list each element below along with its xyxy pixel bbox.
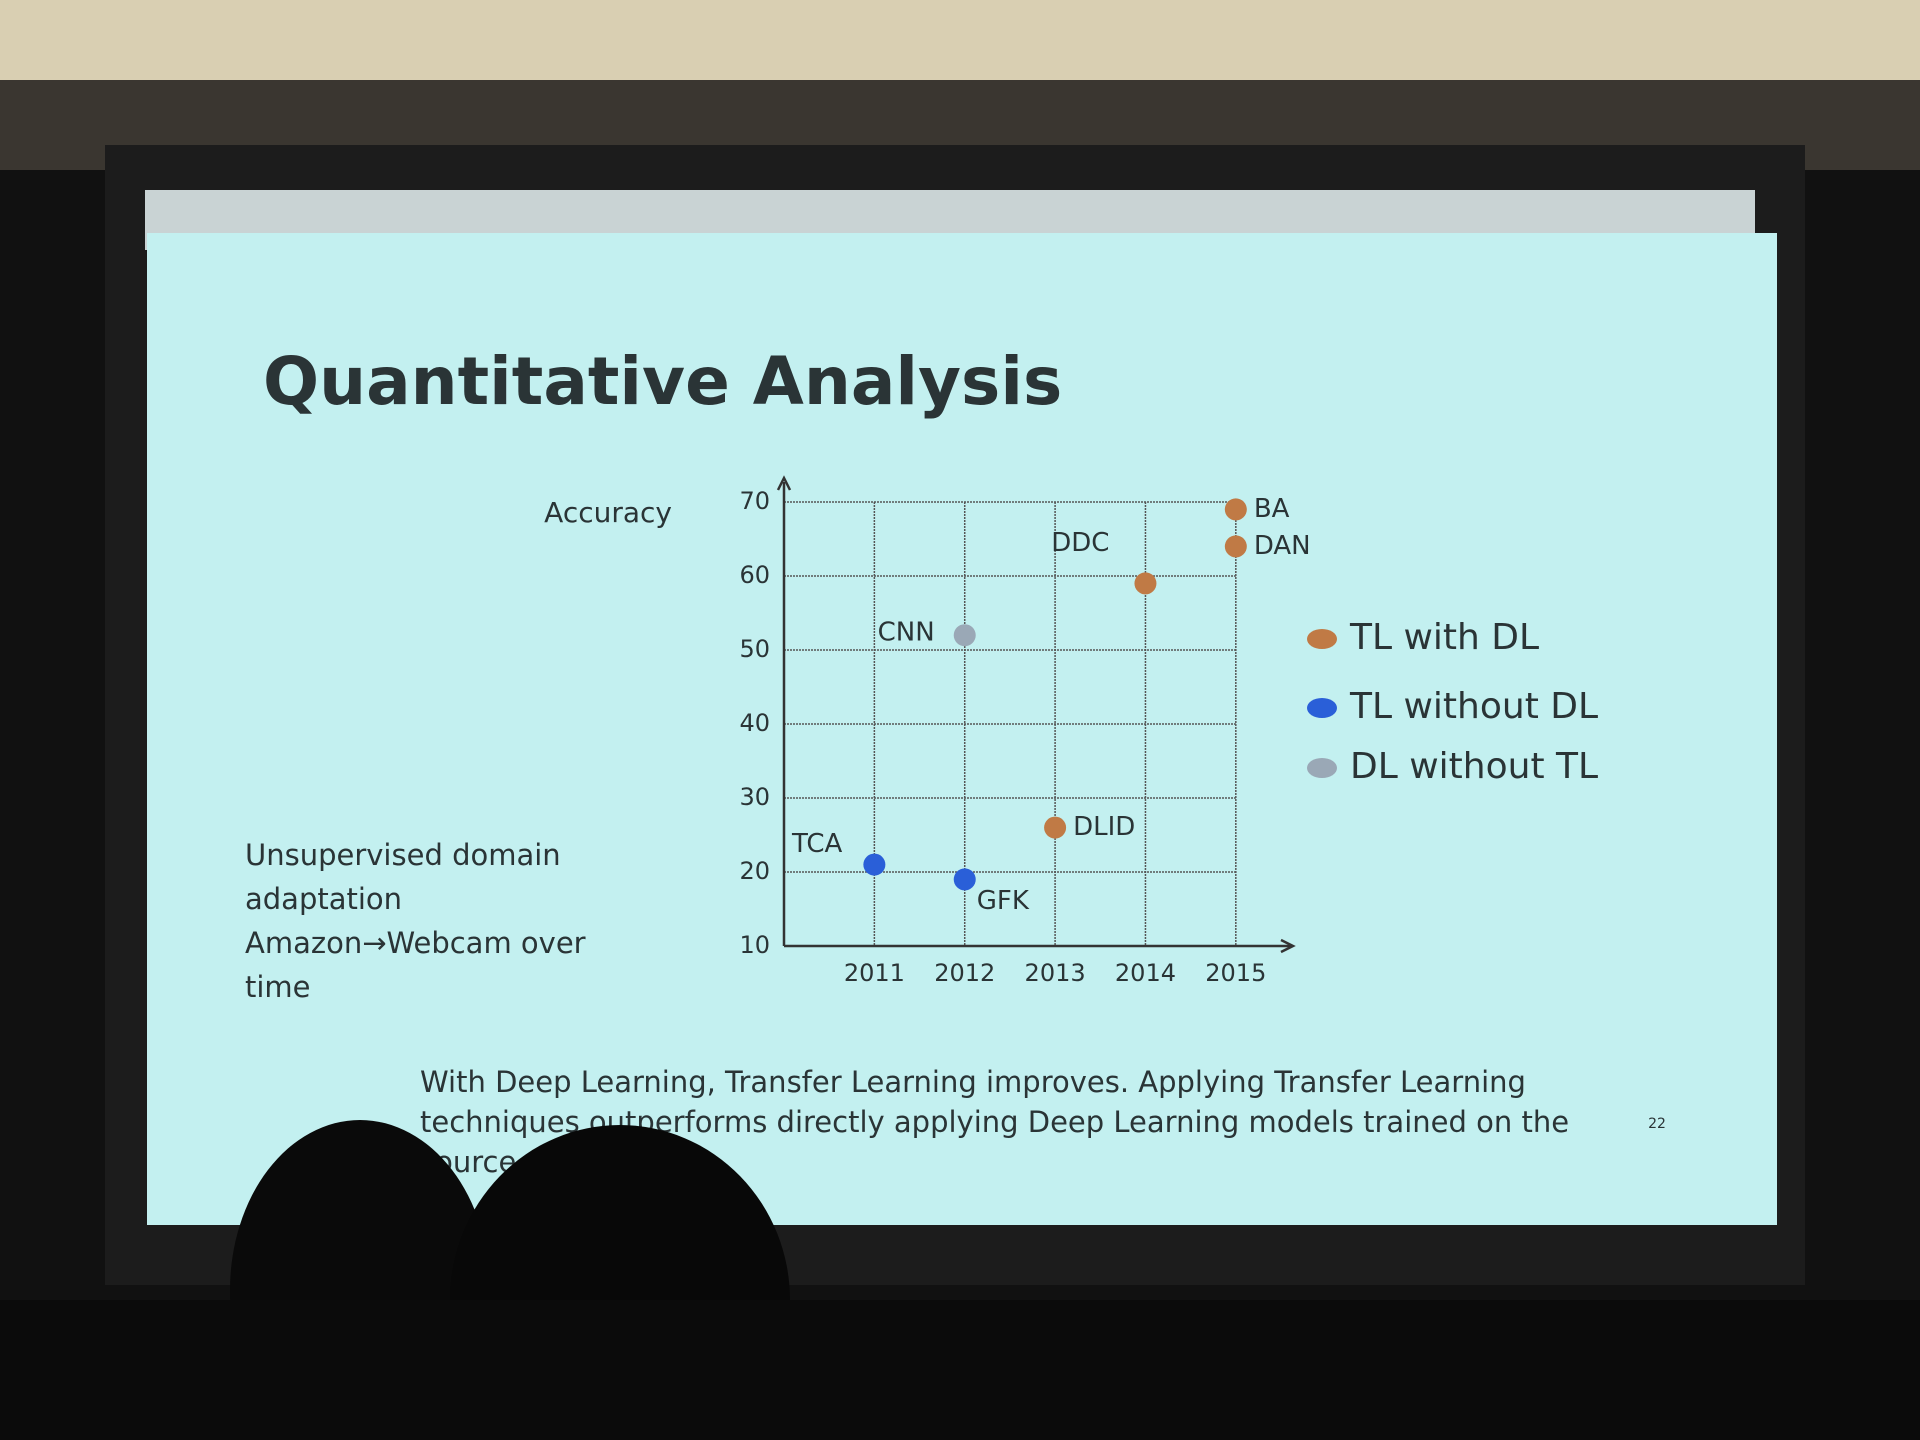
y-tick-label: 60 xyxy=(739,561,770,589)
x-tick-label: 2015 xyxy=(1205,959,1266,987)
side-note: Unsupervised domain adaptation Amazon→Webc… xyxy=(245,838,586,1004)
x-tick-label: 2014 xyxy=(1115,959,1176,987)
point xyxy=(1224,498,1247,521)
side-note-line: Amazon→Webcam over xyxy=(245,926,586,960)
point-label: DAN xyxy=(1254,531,1311,561)
y-tick-label: 20 xyxy=(739,857,770,885)
side-note-line: time xyxy=(245,970,311,1004)
legend-label: TL with DL xyxy=(1349,617,1539,658)
side-note-line: Unsupervised domain xyxy=(245,838,561,872)
page-number: 22 xyxy=(1648,1116,1666,1132)
side-note-line: adaptation xyxy=(245,882,402,916)
x-tick-label: 2011 xyxy=(844,959,905,987)
point-label: GFK xyxy=(977,886,1030,916)
x-tick-label: 2012 xyxy=(934,959,995,987)
slide-title: Quantitative Analysis xyxy=(263,343,1062,420)
ceiling xyxy=(0,0,1920,80)
point-label: DDC xyxy=(1051,528,1109,558)
legend-swatch xyxy=(1307,758,1337,778)
caption: With Deep Learning, Transfer Learning im… xyxy=(420,1065,1569,1179)
legend-swatch xyxy=(1307,629,1337,649)
slide xyxy=(147,233,1777,1225)
y-axis-label: Accuracy xyxy=(544,496,672,529)
x-tick-label: 2013 xyxy=(1025,959,1086,987)
audience xyxy=(0,1300,1920,1440)
point xyxy=(953,624,976,647)
y-tick-label: 50 xyxy=(739,635,770,663)
y-tick-label: 40 xyxy=(739,709,770,737)
point xyxy=(1044,816,1067,839)
point-label: TCA xyxy=(791,829,843,859)
y-tick-label: 30 xyxy=(739,783,770,811)
y-tick-label: 10 xyxy=(739,931,770,959)
point xyxy=(1134,572,1157,595)
point-label: BA xyxy=(1254,494,1290,524)
point-label: DLID xyxy=(1073,812,1135,842)
y-tick-label: 70 xyxy=(739,487,770,515)
point xyxy=(953,868,976,891)
chart: 10 20 30 40 50 60 70 2011 2012 2013 2014 2015 DLID DD… xyxy=(739,475,1598,987)
legend-label: DL without TL xyxy=(1350,746,1598,787)
point xyxy=(863,853,886,876)
y-axis-arrow xyxy=(776,475,792,491)
legend-label: TL without DL xyxy=(1349,686,1598,727)
x-axis-arrow xyxy=(1280,938,1296,954)
point-label: CNN xyxy=(878,618,935,648)
legend-swatch xyxy=(1307,698,1337,718)
point xyxy=(1224,535,1247,558)
caption-line: With Deep Learning, Transfer Learning im… xyxy=(420,1065,1526,1099)
